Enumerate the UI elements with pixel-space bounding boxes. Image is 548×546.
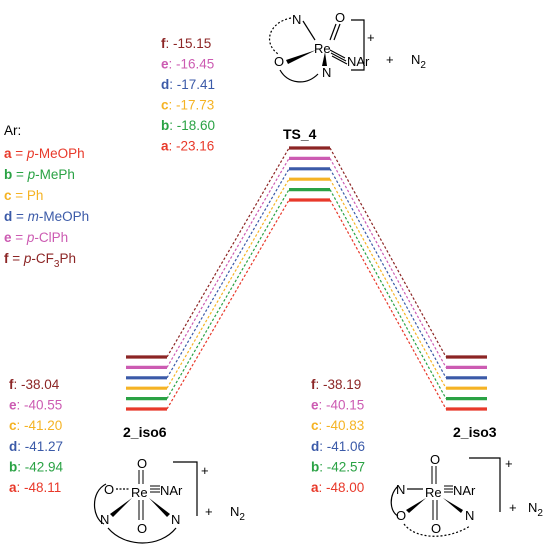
ts4-charge: + xyxy=(367,30,375,45)
ts4-energy-a: a: -23.16 xyxy=(161,139,214,154)
iso6-o-top: O xyxy=(137,456,147,471)
energy-levels xyxy=(126,146,487,411)
ts4-energy-e: e: -16.45 xyxy=(161,57,214,72)
connector-iso6-ts4-c xyxy=(166,178,290,389)
connector-lines xyxy=(166,147,447,410)
iso6-plus: + xyxy=(205,504,213,519)
iso3-energy-e: e: -40.15 xyxy=(311,398,364,413)
legend-item-b: b = p-MePh xyxy=(4,167,75,182)
ts4-o-top: O xyxy=(335,10,345,25)
iso6-o-bottom: O xyxy=(137,521,147,536)
connector-ts4-iso3-d xyxy=(329,168,447,379)
connector-iso6-ts4-a xyxy=(166,199,290,410)
iso6-structure: O O Re NAr O N N + + N2 xyxy=(93,456,245,544)
connector-iso6-ts4-b xyxy=(166,189,290,399)
ts4-nar: NAr xyxy=(347,54,370,69)
iso6-energy-b: b: -42.94 xyxy=(9,459,64,474)
iso3-energy-d: d: -41.06 xyxy=(311,439,365,454)
iso3-energy-a: a: -48.00 xyxy=(311,480,364,495)
iso3-nar: NAr xyxy=(453,483,476,498)
ts4-energy-b: b: -18.60 xyxy=(161,118,215,133)
connector-ts4-iso3-f xyxy=(329,147,447,358)
ts4-n-bottom: N xyxy=(322,65,331,80)
iso6-re: Re xyxy=(131,485,148,500)
connector-iso6-ts4-e xyxy=(166,158,290,368)
iso3-structure: O N Re NAr O O N + + N2 xyxy=(390,452,543,537)
connector-ts4-iso3-a xyxy=(329,199,447,410)
iso3-charge: + xyxy=(505,456,513,471)
legend-item-c: c = Ph xyxy=(4,188,43,203)
ts4-energy-labels: f: -15.15 e: -16.45 d: -17.41 c: -17.73 b: -… xyxy=(161,36,215,154)
connector-ts4-iso3-b xyxy=(329,189,447,399)
ts4-name: TS_4 xyxy=(283,126,317,142)
iso3-name: 2_iso3 xyxy=(453,424,497,440)
aryl-legend: Ar: a = p-MeOPh b = p-MePh c = Ph d = m-MeO… xyxy=(4,123,89,270)
ts4-o-left: O xyxy=(274,54,284,69)
iso3-n-right: N xyxy=(465,508,474,523)
legend-header: Ar: xyxy=(4,123,21,138)
legend-item-e: e = p-ClPh xyxy=(4,230,68,245)
iso3-energy-b: b: -42.57 xyxy=(311,459,365,474)
iso3-energy-labels: f: -38.19 e: -40.15 c: -40.83 d: -41.06 b: -… xyxy=(311,377,365,495)
iso6-energy-a: a: -48.11 xyxy=(9,480,61,495)
ts4-plus: + xyxy=(386,52,394,67)
iso3-o-top: O xyxy=(430,452,440,467)
iso6-energy-c: c: -41.20 xyxy=(9,418,62,433)
iso6-n2: N2 xyxy=(230,504,245,523)
legend-item-a: a = p-MeOPh xyxy=(4,146,85,161)
ts4-n-left: N xyxy=(292,12,301,27)
iso3-n2: N2 xyxy=(528,500,543,519)
iso3-re: Re xyxy=(425,485,442,500)
ts4-energy-d: d: -17.41 xyxy=(161,77,215,92)
iso3-o-left: O xyxy=(396,508,406,523)
connector-iso6-ts4-f xyxy=(166,147,290,358)
connector-ts4-iso3-e xyxy=(329,158,447,368)
ts4-n2: N2 xyxy=(411,52,426,71)
ts4-energy-f: f: -15.15 xyxy=(161,36,211,51)
iso3-energy-f: f: -38.19 xyxy=(311,377,361,392)
iso6-nar: NAr xyxy=(160,483,183,498)
iso3-plus: + xyxy=(509,500,517,515)
iso6-o-left: O xyxy=(104,482,114,497)
ts4-re: Re xyxy=(314,41,331,56)
iso6-name: 2_iso6 xyxy=(123,424,167,440)
iso3-energy-c: c: -40.83 xyxy=(311,418,364,433)
iso3-n-left: N xyxy=(396,482,405,497)
legend-item-f: f = p-CF3Ph xyxy=(4,251,76,270)
iso6-charge: + xyxy=(201,463,209,478)
iso6-energy-f: f: -38.04 xyxy=(9,377,60,392)
iso6-energy-d: d: -41.27 xyxy=(9,439,63,454)
ts4-energy-c: c: -17.73 xyxy=(161,98,214,113)
ts4-structure: N O Re NAr O N + + N2 xyxy=(268,10,426,83)
connector-ts4-iso3-c xyxy=(329,178,447,389)
iso6-energy-labels: f: -38.04 e: -40.55 c: -41.20 d: -41.27 b: -… xyxy=(9,377,64,495)
iso6-n-left: N xyxy=(100,512,109,527)
legend-item-d: d = m-MeOPh xyxy=(4,209,89,224)
connector-iso6-ts4-d xyxy=(166,168,290,379)
iso3-o-bottom: O xyxy=(431,521,441,536)
iso6-energy-e: e: -40.55 xyxy=(9,398,62,413)
iso6-n-right: N xyxy=(171,512,180,527)
